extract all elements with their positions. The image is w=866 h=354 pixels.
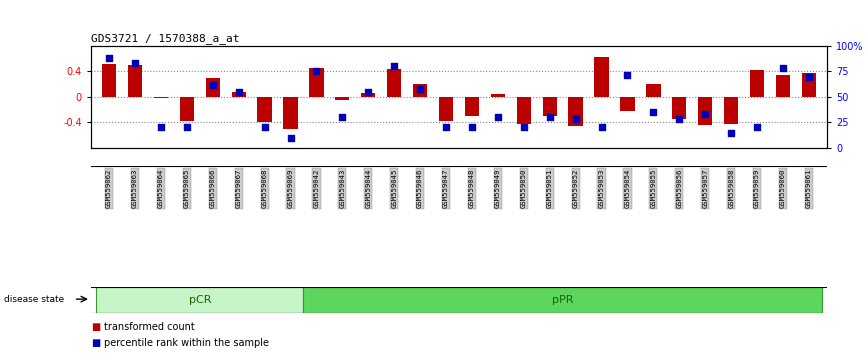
Bar [335,97,350,100]
Point [672,116,686,122]
Bar [698,97,713,125]
Text: GSM559047: GSM559047 [443,169,449,208]
Text: GSM559055: GSM559055 [650,169,656,208]
Text: GSM559062: GSM559062 [106,169,112,208]
Bar [750,70,764,97]
Text: GSM559043: GSM559043 [339,169,346,208]
Text: pCR: pCR [189,295,211,305]
Text: GSM559046: GSM559046 [417,169,423,208]
Bar [128,65,142,97]
Point [361,89,375,95]
Text: GSM559065: GSM559065 [184,169,190,208]
Bar [283,97,298,129]
Point [387,64,401,69]
Point [646,109,660,115]
Point [206,82,220,87]
Text: GSM559068: GSM559068 [262,169,268,208]
Bar [205,78,220,97]
Point [258,125,272,130]
Text: GSM559056: GSM559056 [676,169,682,208]
Text: pPR: pPR [552,295,573,305]
Text: percentile rank within the sample: percentile rank within the sample [104,338,269,348]
Point [750,125,764,130]
Point [309,69,323,74]
Point [802,74,816,79]
Bar [361,93,375,97]
Bar [387,69,401,97]
Text: GSM559063: GSM559063 [132,169,138,208]
Point [491,114,505,120]
Text: GSM559051: GSM559051 [546,169,553,208]
Bar [96,287,303,313]
Text: GSM559044: GSM559044 [365,169,372,208]
Text: GSM559067: GSM559067 [236,169,242,208]
Point [413,86,427,92]
Point [102,56,116,61]
Point [439,125,453,130]
Point [569,116,583,122]
Bar [724,97,738,124]
Point [621,72,635,78]
Text: ■: ■ [91,338,100,348]
Text: GSM559053: GSM559053 [598,169,604,208]
Bar [568,97,583,126]
Text: GDS3721 / 1570388_a_at: GDS3721 / 1570388_a_at [91,33,239,44]
Text: GSM559066: GSM559066 [210,169,216,208]
Text: GSM559048: GSM559048 [469,169,475,208]
Bar [594,57,609,97]
Text: GSM559060: GSM559060 [780,169,786,208]
Bar [517,97,531,124]
Bar [309,68,324,97]
Point [232,89,246,95]
Bar [620,97,635,111]
Text: GSM559064: GSM559064 [158,169,164,208]
Text: GSM559057: GSM559057 [702,169,708,208]
Point [335,114,349,120]
Point [698,112,712,117]
Point [595,125,609,130]
Text: GSM559042: GSM559042 [313,169,320,208]
Bar [180,97,194,121]
Text: ■: ■ [91,322,100,332]
Bar [491,94,505,97]
Bar [154,97,168,98]
Point [517,125,531,130]
Text: GSM559052: GSM559052 [572,169,578,208]
Bar [439,97,453,121]
Point [724,130,738,136]
Point [776,65,790,71]
Text: GSM559050: GSM559050 [520,169,527,208]
Bar [231,92,246,97]
Bar [303,287,822,313]
Bar [257,97,272,122]
Bar [102,64,116,97]
Bar [413,84,427,97]
Text: GSM559054: GSM559054 [624,169,630,208]
Text: GSM559058: GSM559058 [728,169,734,208]
Bar [465,97,479,116]
Bar [802,73,816,97]
Text: GSM559045: GSM559045 [391,169,397,208]
Text: GSM559049: GSM559049 [494,169,501,208]
Text: GSM559059: GSM559059 [754,169,760,208]
Bar [776,75,790,97]
Bar [646,84,661,97]
Point [128,61,142,66]
Text: GSM559069: GSM559069 [288,169,294,208]
Bar [543,97,557,116]
Text: GSM559061: GSM559061 [806,169,812,208]
Point [283,135,297,141]
Text: disease state: disease state [4,295,65,304]
Point [180,125,194,130]
Bar [672,97,687,119]
Point [543,114,557,120]
Text: transformed count: transformed count [104,322,195,332]
Point [154,125,168,130]
Point [465,125,479,130]
